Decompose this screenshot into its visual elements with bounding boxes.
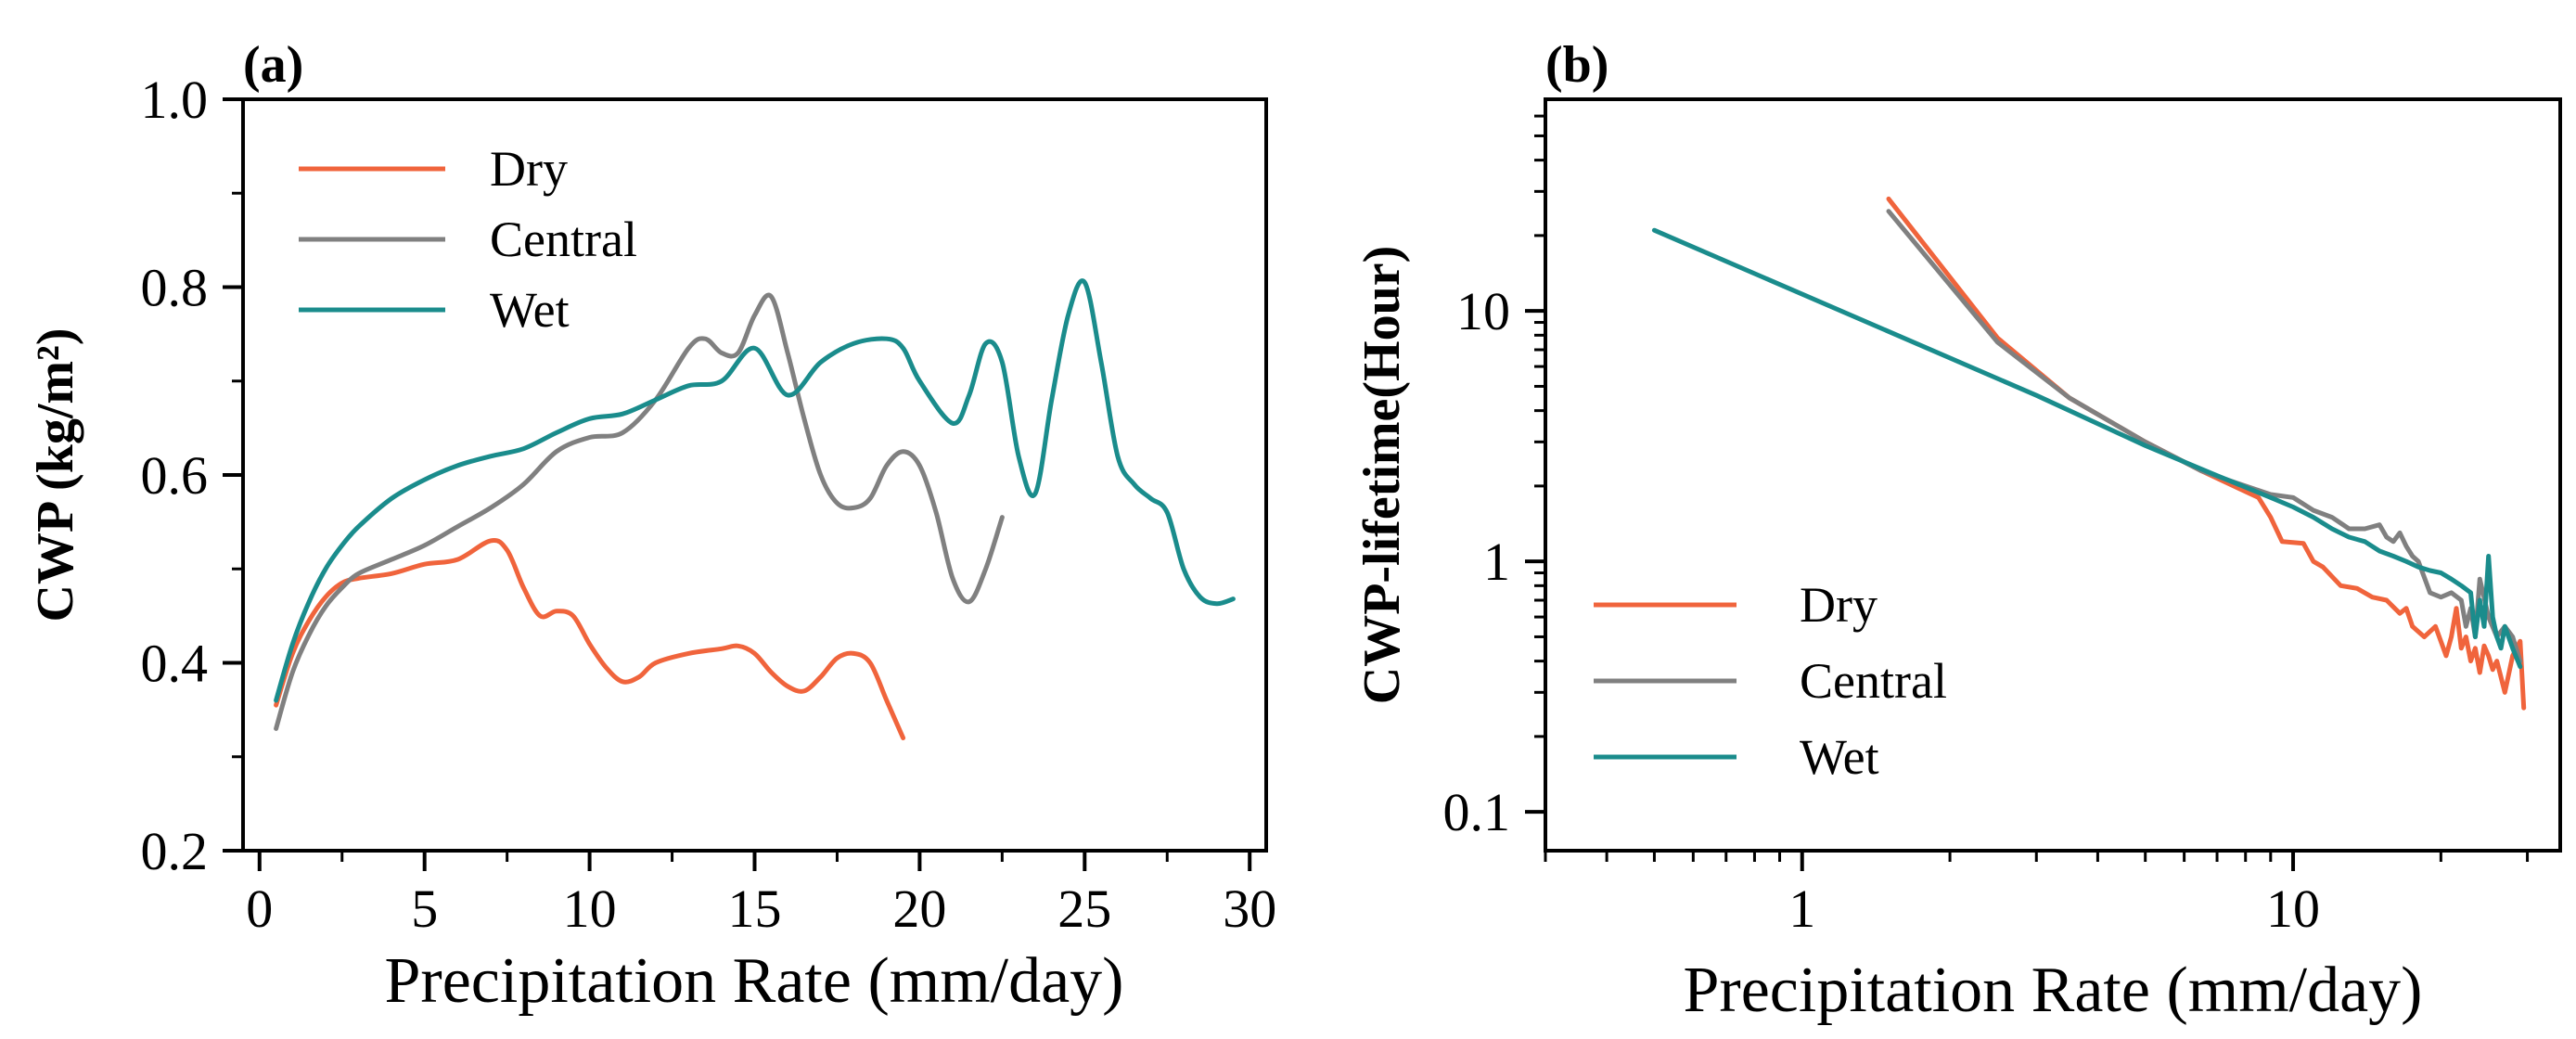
series-line-central-b	[1886, 209, 2523, 664]
x-tick-label-a: 15	[728, 879, 782, 939]
legend-label-wet-b: Wet	[1800, 729, 1879, 785]
x-tick-label-b: 1	[1788, 879, 1815, 939]
x-tick-label-a: 20	[892, 879, 946, 939]
series-line-wet-b	[1651, 227, 2523, 670]
y-tick-label-b: 10	[1456, 281, 1510, 341]
series-group-a	[274, 278, 1236, 740]
panel-b: (b) 1 10 0.1 1 10 Dry Central Wet Precipitat…	[1353, 36, 2562, 1026]
legend-label-wet-a: Wet	[490, 282, 570, 338]
y-tick-label-a: 0.4	[141, 634, 209, 694]
y-tick-label-b: 0.1	[1443, 782, 1511, 842]
legend-label-central-b: Central	[1800, 653, 1947, 709]
plot-frame-a	[241, 97, 1268, 853]
y-tick-label-a: 0.8	[141, 258, 209, 318]
series-group-b	[1651, 196, 2527, 711]
x-axis-title-a: Precipitation Rate (mm/day)	[384, 945, 1123, 1017]
legend-label-dry-b: Dry	[1800, 577, 1878, 633]
y-tick-label-b: 1	[1483, 532, 1510, 592]
x-axis-title-b: Precipitation Rate (mm/day)	[1683, 955, 2422, 1026]
axis-ticks-a: 0 5 10 15 20 25 30 0.2 0.4 0.6 0.8 1.0	[141, 70, 1277, 939]
series-line-dry-a	[274, 538, 906, 740]
series-line-wet-a	[274, 278, 1236, 703]
y-axis-title-a: CWP (kg/m²)	[27, 328, 84, 622]
legend-b: Dry Central Wet	[1594, 577, 1947, 785]
x-tick-label-a: 10	[563, 879, 617, 939]
plot-frame-b	[1544, 97, 2562, 853]
panel-label-a: (a)	[243, 36, 303, 94]
series-line-central-a	[274, 292, 1005, 731]
panel-a: (a) 0 5 10 15 20 25 30 0.2 0.4 0.6 0.8 1.0 Dry Cent…	[27, 36, 1276, 1017]
y-tick-label-a: 1.0	[141, 70, 209, 130]
panel-label-b: (b)	[1545, 36, 1608, 94]
x-tick-label-b: 10	[2266, 879, 2320, 939]
legend-a: Dry Central Wet	[299, 141, 637, 338]
x-tick-label-a: 25	[1057, 879, 1111, 939]
x-tick-label-a: 5	[411, 879, 438, 939]
y-axis-title-b: CWP-lifetime(Hour)	[1353, 246, 1411, 704]
x-tick-label-a: 30	[1223, 879, 1276, 939]
axis-ticks-b: 1 10 0.1 1 10	[1443, 114, 2530, 939]
y-tick-label-a: 0.2	[141, 821, 209, 881]
series-line-dry-b	[1886, 196, 2527, 711]
x-tick-label-a: 0	[246, 879, 273, 939]
legend-label-central-a: Central	[490, 212, 637, 267]
y-tick-label-a: 0.6	[141, 445, 209, 506]
legend-label-dry-a: Dry	[490, 141, 568, 197]
